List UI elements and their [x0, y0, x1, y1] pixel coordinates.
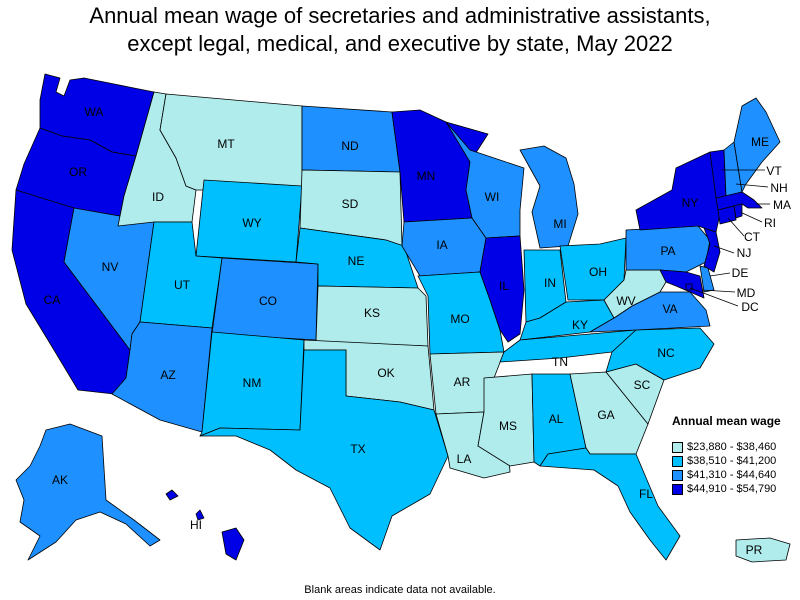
state-HI[interactable]: [165, 489, 245, 561]
legend-label: $23,880 - $38,460: [687, 441, 777, 453]
label-MN: MN: [417, 169, 436, 183]
label-MT: MT: [217, 137, 235, 151]
label-NE: NE: [348, 254, 365, 268]
label-ME: ME: [751, 135, 769, 149]
state-NY[interactable]: [635, 151, 721, 233]
state-KS[interactable]: [315, 285, 429, 347]
label-CT: CT: [744, 230, 761, 244]
label-RI: RI: [764, 216, 776, 230]
state-NC[interactable]: [605, 327, 715, 381]
label-HI: HI: [190, 518, 202, 532]
label-PR: PR: [746, 543, 763, 557]
label-NV: NV: [102, 260, 119, 274]
state-ME[interactable]: [733, 97, 781, 193]
label-IA: IA: [436, 238, 447, 252]
label-AR: AR: [454, 375, 471, 389]
state-DE[interactable]: [699, 265, 715, 293]
label-DE: DE: [732, 266, 749, 280]
label-WA: WA: [85, 105, 104, 119]
label-WI: WI: [485, 190, 500, 204]
legend-swatch: [672, 469, 683, 481]
label-AL: AL: [549, 412, 564, 426]
label-NH: NH: [770, 181, 787, 195]
label-MS: MS: [499, 419, 517, 433]
label-MA: MA: [773, 198, 791, 212]
label-PA: PA: [660, 244, 675, 258]
label-SD: SD: [342, 197, 359, 211]
legend-item: $44,910 - $54,790: [672, 482, 800, 496]
state-FL[interactable]: [539, 447, 681, 561]
legend-item: $41,310 - $44,640: [672, 468, 800, 482]
label-OK: OK: [377, 366, 394, 380]
state-DC[interactable]: [685, 283, 693, 291]
state-TX[interactable]: [199, 349, 449, 551]
state-MI[interactable]: [519, 145, 579, 249]
legend-item: $38,510 - $41,200: [672, 454, 800, 468]
label-WV: WV: [616, 294, 635, 308]
label-WY: WY: [242, 216, 261, 230]
label-MI: MI: [553, 217, 566, 231]
map-title: Annual mean wage of secretaries and admi…: [0, 2, 800, 58]
state-MD[interactable]: [659, 269, 705, 299]
state-labels: WA OR CA NV ID MT WY UT AZ CO NM ND SD N…: [44, 105, 791, 557]
label-IL: IL: [499, 279, 509, 293]
legend-title: Annual mean wage: [672, 414, 781, 428]
legend-swatch: [672, 483, 683, 495]
label-IN: IN: [544, 276, 556, 290]
label-CO: CO: [259, 294, 277, 308]
label-AZ: AZ: [160, 368, 175, 382]
label-ID: ID: [152, 190, 164, 204]
map-title-line2: except legal, medical, and executive by …: [127, 31, 673, 56]
legend-label: $38,510 - $41,200: [687, 455, 777, 467]
map-title-line1: Annual mean wage of secretaries and admi…: [89, 3, 711, 28]
state-IL[interactable]: [479, 235, 525, 343]
legend: Annual mean wage $23,880 - $38,460 $38,5…: [672, 414, 800, 496]
label-KS: KS: [364, 306, 380, 320]
state-CT[interactable]: [717, 205, 737, 225]
label-VA: VA: [662, 302, 677, 316]
legend-label: $41,310 - $44,640: [687, 469, 777, 481]
label-NC: NC: [657, 346, 675, 360]
label-DC: DC: [741, 300, 759, 314]
legend-item: $23,880 - $38,460: [672, 440, 800, 454]
footnote: Blank areas indicate data not available.: [304, 584, 496, 596]
label-TN: TN: [552, 355, 568, 369]
label-FL: FL: [639, 487, 653, 501]
label-NJ: NJ: [737, 246, 752, 260]
label-GA: GA: [597, 408, 614, 422]
label-LA: LA: [457, 452, 472, 466]
state-AK[interactable]: [15, 423, 161, 561]
label-OR: OR: [69, 165, 87, 179]
state-PA[interactable]: [625, 225, 711, 273]
label-MO: MO: [450, 312, 469, 326]
legend-swatch: [672, 455, 683, 467]
leader-lines: [689, 169, 770, 307]
label-TX: TX: [350, 442, 365, 456]
legend-swatch: [672, 441, 683, 453]
label-OH: OH: [589, 265, 607, 279]
state-RI[interactable]: [733, 203, 743, 219]
label-CA: CA: [44, 293, 61, 307]
label-MD: MD: [737, 286, 756, 300]
label-KY: KY: [572, 318, 588, 332]
label-NY: NY: [682, 196, 699, 210]
label-SC: SC: [634, 378, 651, 392]
label-NM: NM: [243, 376, 262, 390]
label-UT: UT: [174, 278, 191, 292]
label-ND: ND: [341, 139, 359, 153]
label-VT: VT: [766, 164, 782, 178]
legend-label: $44,910 - $54,790: [687, 483, 777, 495]
state-PR[interactable]: [735, 537, 791, 563]
label-AK: AK: [52, 473, 68, 487]
